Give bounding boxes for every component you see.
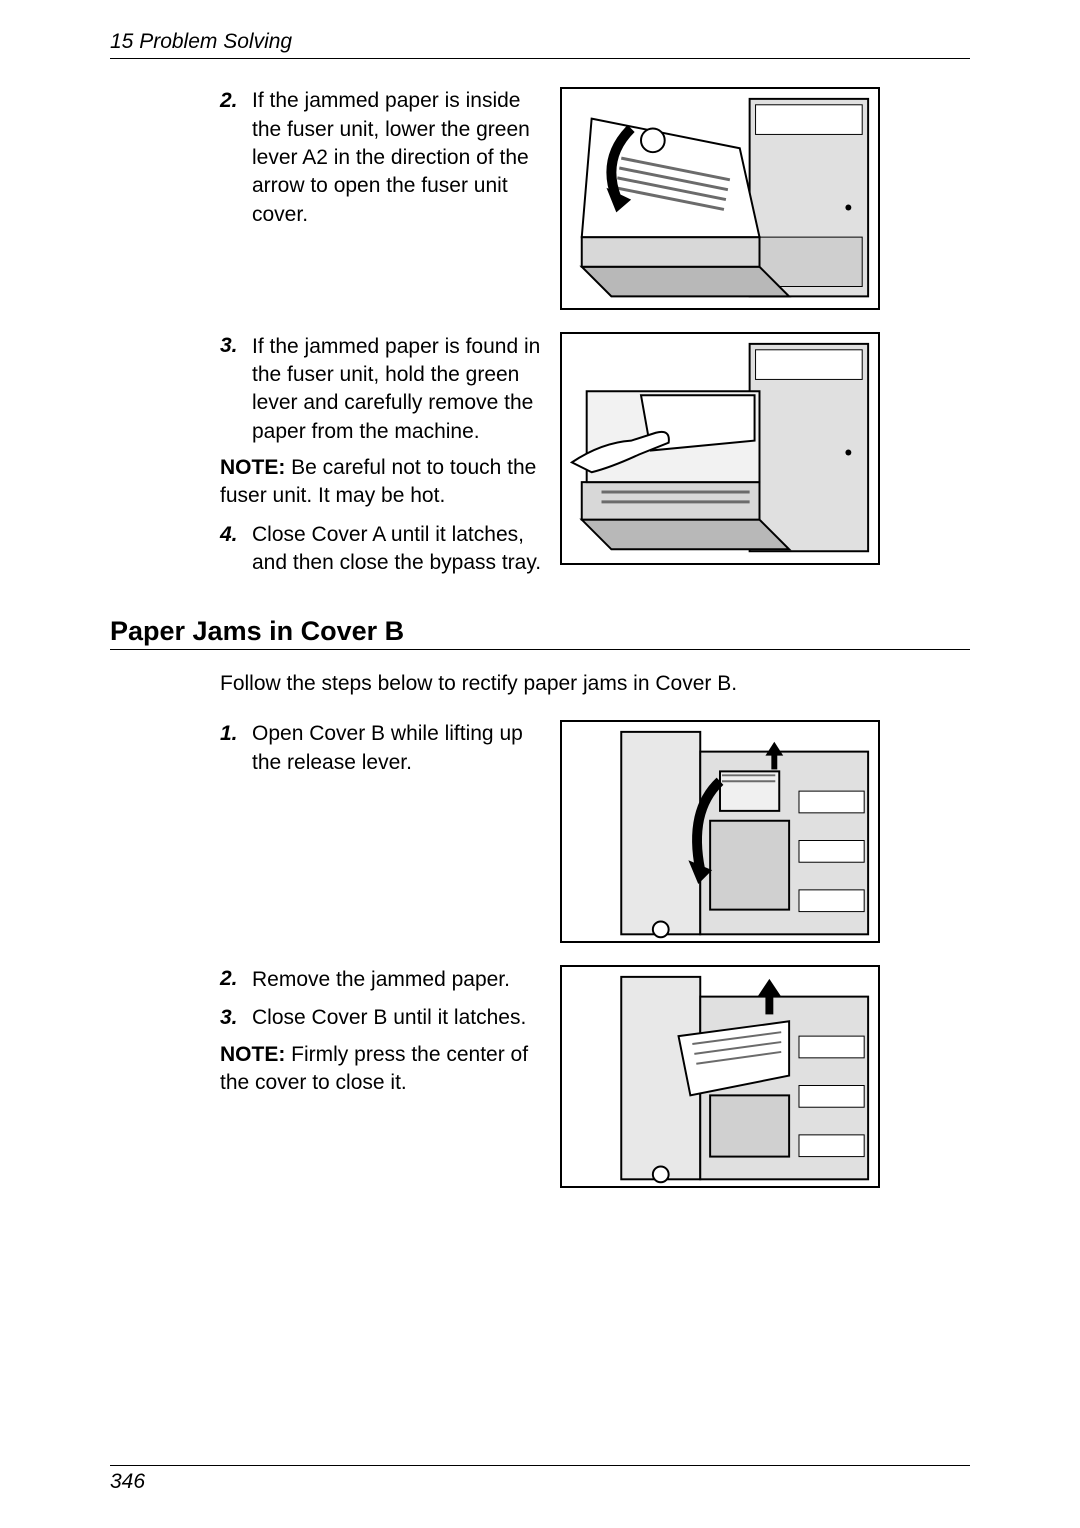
page-number: 346: [110, 1470, 145, 1493]
step-number: 3.: [220, 1004, 252, 1032]
section-rule: [110, 649, 970, 650]
printer-diagram-icon: [562, 89, 878, 308]
content-area: 2. If the jammed paper is inside the fus…: [110, 87, 970, 1188]
step-number: 2.: [220, 87, 252, 115]
page-header: 15 Problem Solving: [110, 30, 970, 59]
step-number: 4.: [220, 521, 252, 549]
step-a2-text: 2. If the jammed paper is inside the fus…: [220, 87, 560, 229]
section-b-intro: Follow the steps below to rectify paper …: [220, 670, 970, 698]
chapter-label: 15 Problem Solving: [110, 30, 292, 53]
page-footer: 346: [110, 1465, 970, 1494]
step-row-a3: 3. If the jammed paper is found in the f…: [220, 332, 970, 577]
printer-diagram-icon: [562, 334, 878, 563]
figure-2-col: [560, 332, 880, 565]
printer-diagram-icon: [562, 722, 878, 941]
figure-fuser-open: [560, 87, 880, 310]
step-body: Close Cover A until it latches, and then…: [220, 521, 544, 578]
section-heading-cover-b: Paper Jams in Cover B: [110, 616, 970, 647]
page: 15 Problem Solving 2. If the jammed pape…: [0, 0, 1080, 1528]
step-row-b1: 1. Open Cover B while lifting up the rel…: [220, 720, 970, 943]
note-label: NOTE:: [220, 456, 285, 479]
step-body: Close Cover B until it latches.: [220, 1004, 544, 1032]
step-number: 2.: [220, 965, 252, 993]
step-row-b2: 2. Remove the jammed paper. 3. Close Cov…: [220, 965, 970, 1188]
figure-3-col: [560, 720, 880, 943]
step-row-a2: 2. If the jammed paper is inside the fus…: [220, 87, 970, 310]
figure-close-cover-b: [560, 965, 880, 1188]
figure-1-col: [560, 87, 880, 310]
step-b23-text: 2. Remove the jammed paper. 3. Close Cov…: [220, 965, 560, 1107]
step-number: 3.: [220, 332, 252, 360]
figure-remove-paper: [560, 332, 880, 565]
step-number: 1.: [220, 720, 252, 748]
note-label: NOTE:: [220, 1043, 285, 1066]
step-body: If the jammed paper is found in the fuse…: [220, 333, 544, 446]
step-body: If the jammed paper is inside the fuser …: [220, 87, 544, 229]
figure-open-cover-b: [560, 720, 880, 943]
note-press-cover: NOTE: Firmly press the center of the cov…: [220, 1041, 544, 1098]
step-b1-text: 1. Open Cover B while lifting up the rel…: [220, 720, 560, 777]
step-a3-text-col: 3. If the jammed paper is found in the f…: [220, 332, 560, 577]
step-body: Remove the jammed paper.: [220, 966, 544, 994]
step-body: Open Cover B while lifting up the releas…: [220, 720, 544, 777]
note-hot-fuser: NOTE: Be careful not to touch the fuser …: [220, 454, 544, 511]
printer-diagram-icon: [562, 967, 878, 1186]
figure-4-col: [560, 965, 880, 1188]
